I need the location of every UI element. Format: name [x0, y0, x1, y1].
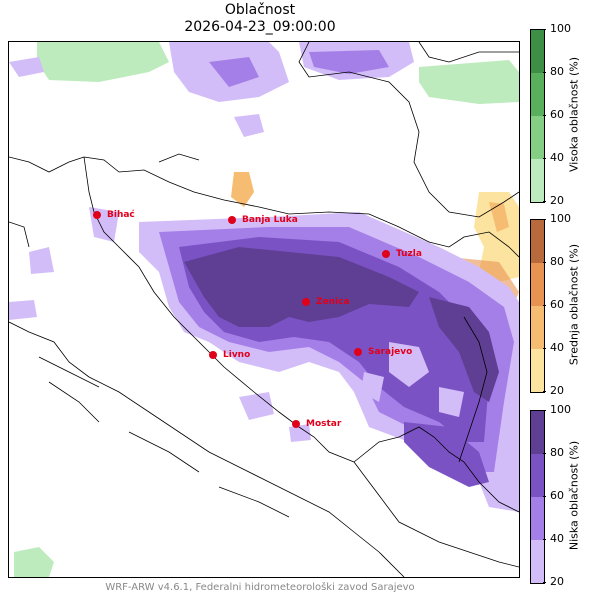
low-seg-60-80: [531, 454, 544, 497]
low-tick-100: 100: [543, 404, 571, 416]
high-tick-60: 60: [543, 109, 564, 121]
high-tick-20: 20: [543, 195, 564, 207]
low-seg-80-100: [531, 411, 544, 454]
low-seg-40-60: [531, 497, 544, 540]
high-seg-60-80: [531, 73, 544, 116]
city-mostar[interactable]: Mostar: [292, 419, 342, 429]
high-cloud-colorbar: [530, 29, 545, 203]
low-cloud-label: Niska oblačnost (%): [567, 440, 581, 551]
svg-text:Mostar: Mostar: [306, 419, 342, 429]
high-cloud-label: Visoka oblačnost (%): [567, 56, 581, 173]
mid-tick-40: 40: [543, 342, 564, 354]
low-cloud-layer: [9, 42, 519, 512]
low-tick-80: 80: [543, 447, 564, 459]
mid-seg-80-100: [531, 220, 544, 263]
high-tick-100: 100: [543, 23, 571, 35]
mid-tick-60: 60: [543, 299, 564, 311]
city-banja-luka[interactable]: Banja Luka: [228, 215, 298, 225]
mid-tick-100: 100: [543, 213, 571, 225]
low-tick-20: 20: [543, 576, 564, 588]
mid-tick-20: 20: [543, 385, 564, 397]
mid-seg-60-80: [531, 263, 544, 306]
map-area[interactable]: Bihać Banja Luka Tuzla Zenica Livno Sara…: [8, 41, 520, 578]
high-seg-40-60: [531, 116, 544, 159]
mid-seg-40-60: [531, 306, 544, 349]
svg-text:Bihać: Bihać: [107, 209, 135, 220]
high-seg-80-100: [531, 30, 544, 73]
city-sarajevo[interactable]: Sarajevo: [354, 347, 412, 357]
mid-cloud-label: Srednja oblačnost (%): [567, 243, 581, 366]
mid-tick-80: 80: [543, 256, 564, 268]
cities: Bihać Banja Luka Tuzla Zenica Livno Sara…: [93, 209, 422, 429]
low-seg-20-40: [531, 540, 544, 583]
city-tuzla[interactable]: Tuzla: [382, 249, 422, 259]
mid-cloud-colorbar: [530, 219, 545, 393]
svg-text:Livno: Livno: [223, 350, 250, 360]
svg-text:Sarajevo: Sarajevo: [368, 347, 412, 357]
borders: [9, 42, 519, 577]
high-seg-20-40: [531, 159, 544, 202]
city-zenica[interactable]: Zenica: [302, 297, 350, 307]
low-tick-60: 60: [543, 490, 564, 502]
map-subtitle: 2026-04-23_09:00:00: [184, 19, 336, 35]
high-tick-80: 80: [543, 66, 564, 78]
low-cloud-colorbar: [530, 410, 545, 584]
footer-credit: WRF-ARW v4.6.1, Federalni hidrometeorolo…: [105, 582, 415, 593]
mid-seg-20-40: [531, 349, 544, 392]
map-title: Oblačnost: [224, 2, 296, 18]
low-tick-40: 40: [543, 533, 564, 545]
city-livno[interactable]: Livno: [209, 350, 250, 360]
city-bihac[interactable]: Bihać: [93, 209, 135, 220]
svg-text:Tuzla: Tuzla: [396, 249, 422, 259]
svg-text:Zenica: Zenica: [316, 297, 350, 307]
map-svg: Bihać Banja Luka Tuzla Zenica Livno Sara…: [9, 42, 519, 577]
high-tick-40: 40: [543, 152, 564, 164]
svg-text:Banja Luka: Banja Luka: [242, 215, 298, 225]
high-cloud-layer: [14, 42, 519, 577]
